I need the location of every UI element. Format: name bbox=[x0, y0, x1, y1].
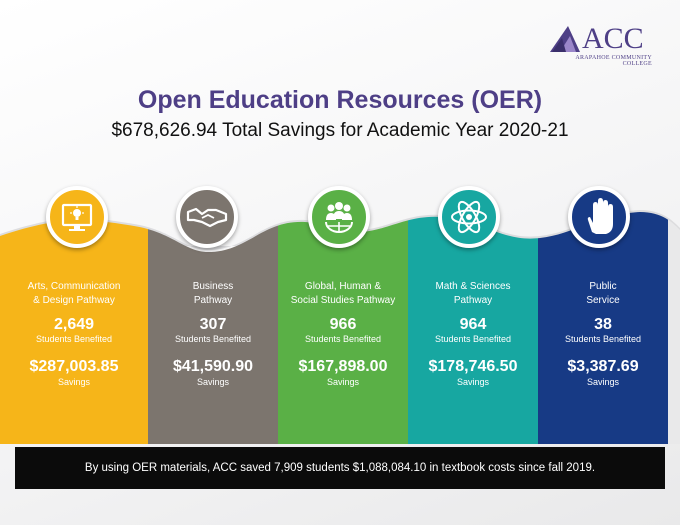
students-count: 966 bbox=[329, 316, 357, 333]
mountain-logo-icon bbox=[550, 26, 580, 52]
students-label: Students Benefited bbox=[35, 334, 113, 344]
pathway-name: Global, Human & Social Studies Pathway bbox=[278, 280, 408, 308]
pathway-panel-math: Math & Sciences Pathway 964 Students Bene… bbox=[408, 248, 538, 444]
logo-college-name: ARAPAHOE COMMUNITY COLLEGE bbox=[575, 55, 652, 67]
students-count: 307 bbox=[199, 316, 227, 333]
logo-acc-text: ACC bbox=[582, 22, 644, 55]
pathway-icon-circle-business bbox=[176, 186, 238, 248]
pathway-name-line1: Math & Sciences bbox=[435, 281, 511, 292]
pathway-icon-circle-public bbox=[568, 186, 630, 248]
pathway-name-line1: Arts, Communication bbox=[27, 281, 121, 292]
students-count: 2,649 bbox=[53, 316, 95, 333]
pathway-name-line1: Public bbox=[589, 281, 617, 292]
savings-amount: $287,003.85 bbox=[29, 358, 119, 375]
pathway-name-line2: Social Studies Pathway bbox=[290, 295, 396, 306]
summary-footer: By using OER materials, ACC saved 7,909 … bbox=[15, 447, 665, 489]
handshake-icon bbox=[186, 207, 228, 228]
pathway-icon-circle-arts bbox=[46, 186, 108, 248]
pathway-name-line1: Global, Human & bbox=[304, 281, 382, 292]
pathway-name-line2: & Design Pathway bbox=[33, 295, 115, 306]
pathway-panel-global: Global, Human & Social Studies Pathway 96… bbox=[278, 248, 408, 444]
pathway-panel-public: Public Service 38 Students Benefited $3,3… bbox=[538, 248, 668, 444]
globe-people-icon bbox=[325, 202, 353, 233]
savings-label: Savings bbox=[456, 377, 490, 387]
students-label: Students Benefited bbox=[304, 334, 382, 344]
pathway-panel-arts: Arts, Communication & Design Pathway 2,64… bbox=[0, 248, 148, 444]
savings-amount: $41,590.90 bbox=[172, 358, 254, 375]
savings-amount: $167,898.00 bbox=[298, 358, 388, 375]
students-label: Students Benefited bbox=[564, 334, 642, 344]
pathway-panel-business: Business Pathway 307 Students Benefited $… bbox=[148, 248, 278, 444]
pathway-name-line2: Service bbox=[586, 295, 620, 306]
savings-label: Savings bbox=[586, 377, 620, 387]
pathway-name-line2: Pathway bbox=[453, 295, 493, 306]
hand-icon bbox=[587, 198, 613, 234]
page-title: Open Education Resources (OER) bbox=[137, 86, 543, 114]
pathway-icon-circle-math bbox=[438, 186, 500, 248]
savings-label: Savings bbox=[196, 377, 230, 387]
students-label: Students Benefited bbox=[174, 334, 252, 344]
pathway-name-line1: Business bbox=[192, 281, 234, 292]
pathway-name: Business Pathway bbox=[148, 280, 278, 308]
pathway-name-line2: Pathway bbox=[193, 295, 233, 306]
savings-amount: $178,746.50 bbox=[428, 358, 518, 375]
computer-lightbulb-icon bbox=[61, 203, 93, 231]
page-subtitle: $678,626.94 Total Savings for Academic Y… bbox=[111, 120, 569, 141]
savings-amount: $3,387.69 bbox=[567, 358, 639, 375]
acc-logo: ACC ARAPAHOE COMMUNITY COLLEGE bbox=[548, 22, 652, 67]
savings-label: Savings bbox=[326, 377, 360, 387]
students-label: Students Benefited bbox=[434, 334, 512, 344]
atom-icon bbox=[451, 200, 487, 234]
pathway-icon-circle-global bbox=[308, 186, 370, 248]
pathway-name: Public Service bbox=[538, 280, 668, 308]
pathway-name: Arts, Communication & Design Pathway bbox=[0, 280, 148, 308]
students-count: 38 bbox=[594, 316, 612, 333]
savings-label: Savings bbox=[57, 377, 91, 387]
pathway-name: Math & Sciences Pathway bbox=[408, 280, 538, 308]
students-count: 964 bbox=[459, 316, 487, 333]
